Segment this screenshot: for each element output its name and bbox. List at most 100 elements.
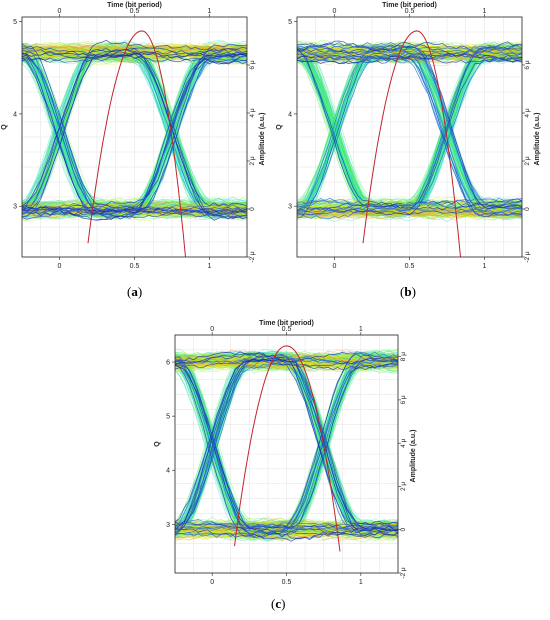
- y-tick-label-left: 5: [13, 19, 17, 26]
- eye-trace: [175, 350, 398, 526]
- eye-trace: [22, 53, 247, 60]
- eye-trace-outlier: [175, 525, 398, 536]
- x-tick-label-top: 0.5: [282, 326, 292, 333]
- y-axis-title-left: Q: [154, 441, 161, 447]
- y-tick-label-right: 8 μ: [400, 352, 407, 361]
- eye-trace: [175, 360, 398, 371]
- eye-trace: [297, 50, 522, 211]
- eye-trace: [175, 352, 398, 363]
- x-tick-label-bottom: 0.5: [405, 263, 415, 270]
- eye-trace: [297, 49, 522, 210]
- eye-trace: [297, 56, 522, 62]
- eye-trace: [297, 209, 522, 217]
- eye-trace-outlier: [22, 39, 247, 207]
- panel-caption: (a): [127, 284, 143, 299]
- eye-trace: [22, 44, 247, 50]
- eye-trace: [297, 54, 522, 61]
- eye-diagram-chart: 0 0.5 1 0 0.5 1 Time (bit period) 3 4 5 6 Q -2 μ 0 2 μ…: [154, 320, 417, 586]
- eye-diagram-chart: 0 0.5 1 0 0.5 1 Time (bit period) 3 4 5 Q -2 μ 0 2 μ 4…: [276, 2, 541, 270]
- eye-trace: [22, 41, 247, 53]
- x-axis-title-top: Time (bit period): [107, 2, 162, 9]
- eye-trace: [175, 520, 398, 528]
- eye-trace: [297, 51, 522, 218]
- eye-trace-outlier: [22, 51, 247, 216]
- eye-trace: [175, 360, 398, 369]
- eye-trace: [297, 48, 522, 58]
- x-tick-label-bottom: 1: [208, 263, 212, 270]
- eye-trace: [22, 44, 247, 56]
- eye-trace: [175, 354, 398, 362]
- x-tick-label-top: 0.5: [405, 8, 415, 15]
- eye-trace: [297, 57, 522, 218]
- eye-trace-outlier: [22, 209, 247, 217]
- eye-trace: [297, 50, 522, 62]
- eye-trace: [297, 205, 522, 218]
- eye-trace: [297, 199, 522, 207]
- eye-trace: [175, 348, 398, 524]
- eye-trace: [22, 45, 247, 210]
- x-tick-label-top: 1: [208, 8, 212, 15]
- eye-trace: [22, 208, 247, 221]
- eye-trace: [22, 47, 247, 216]
- eye-trace: [297, 40, 522, 53]
- eye-trace-outlier: [175, 364, 398, 542]
- eye-trace: [297, 199, 522, 208]
- y-axis-title-right: Amplitude (a.u.): [410, 430, 417, 483]
- eye-trace: [22, 51, 247, 60]
- eye-trace: [22, 41, 247, 52]
- eye-trace: [297, 54, 522, 220]
- eye-trace-outlier: [297, 46, 522, 208]
- eye-trace: [297, 206, 522, 213]
- eye-trace: [297, 56, 522, 217]
- eye-trace-outlier: [175, 357, 398, 365]
- y-tick-label-left: 3: [288, 204, 292, 211]
- eye-trace: [22, 50, 247, 214]
- x-tick-label-bottom: 0: [58, 263, 62, 270]
- eye-trace: [175, 365, 398, 539]
- eye-trace: [297, 57, 522, 218]
- eye-trace: [175, 362, 398, 372]
- eye-trace: [22, 50, 247, 61]
- eye-trace: [175, 348, 398, 531]
- eye-trace-outlier: [297, 201, 522, 211]
- eye-trace: [22, 45, 247, 206]
- y-tick-label-left: 3: [13, 204, 17, 211]
- eye-trace-outlier: [175, 363, 398, 538]
- eye-trace: [297, 50, 522, 212]
- eye-trace: [297, 44, 522, 211]
- eye-trace: [22, 53, 247, 216]
- eye-trace: [297, 42, 522, 210]
- q-factor-curve: [87, 30, 186, 258]
- eye-trace: [22, 50, 247, 57]
- eye-trace: [175, 363, 398, 539]
- eye-trace: [175, 528, 398, 540]
- eye-trace: [22, 48, 247, 55]
- x-tick-label-top: 1: [483, 8, 487, 15]
- eye-trace: [297, 58, 522, 217]
- eye-trace-outlier: [175, 352, 398, 526]
- eye-trace: [175, 520, 398, 526]
- x-tick-label-bottom: 1: [483, 263, 487, 270]
- eye-trace: [22, 47, 247, 208]
- eye-trace: [297, 45, 522, 210]
- eye-trace-outlier: [297, 53, 522, 65]
- eye-trace: [175, 520, 398, 531]
- eye-trace: [22, 47, 247, 59]
- y-tick-label-left: 4: [166, 468, 170, 475]
- eye-trace: [22, 49, 247, 59]
- y-tick-label-right: 6 μ: [249, 60, 256, 69]
- eye-trace: [22, 43, 247, 56]
- eye-trace: [297, 205, 522, 212]
- y-tick-label-right: 4 μ: [524, 108, 531, 117]
- eye-trace: [22, 46, 247, 209]
- eye-trace-outlier: [22, 43, 247, 206]
- eye-trace-outlier: [297, 45, 522, 50]
- eye-trace: [175, 530, 398, 541]
- eye-trace: [297, 208, 522, 222]
- y-tick-label-right: -2 μ: [524, 251, 531, 263]
- eye-trace-outlier: [22, 206, 247, 213]
- y-tick-label-left: 6: [166, 360, 170, 367]
- x-axis-title-top: Time (bit period): [382, 2, 437, 9]
- y-tick-label-left: 4: [13, 111, 17, 118]
- y-tick-label-right: 6 μ: [400, 395, 407, 404]
